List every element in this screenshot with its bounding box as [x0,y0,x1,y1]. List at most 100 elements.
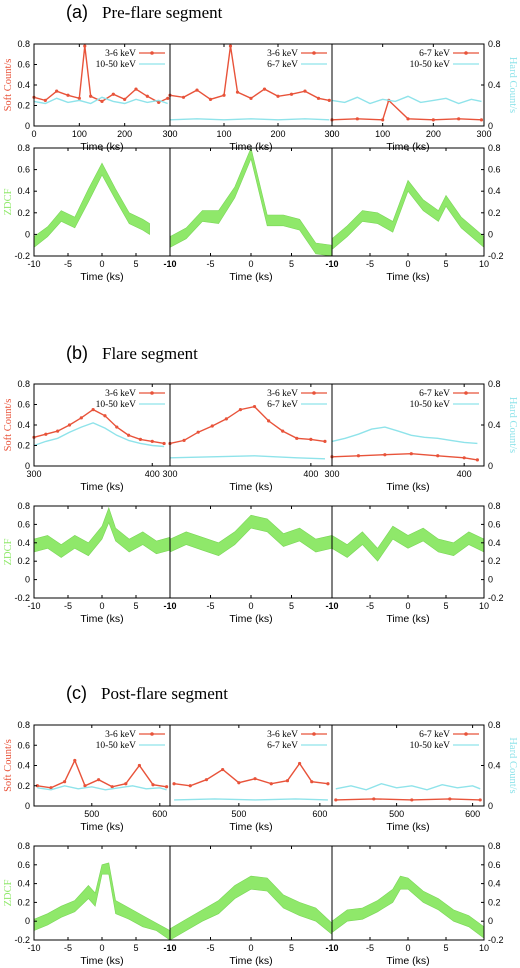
series-line [335,782,481,791]
x-tick-label: 600 [312,809,327,819]
zdcf-band [331,179,485,251]
y-tick-label: 0 [488,229,493,239]
data-point [49,786,53,790]
x-tick-label: 10 [479,601,489,611]
soft-y-label: Soft Count/s [3,59,14,112]
data-point [210,424,214,428]
y-tick-label: 0.6 [488,519,501,529]
zdcf-y-label: ZDCF [3,538,14,565]
segment-title-b: (b) Flare segment [66,343,198,363]
x-axis-label: Time (ks) [80,141,123,153]
y-tick-label: 0.4 [17,420,30,430]
data-point [262,87,267,91]
data-point [281,429,285,433]
y-tick-label: -0.2 [14,593,30,603]
y-tick-label: 0.8 [488,841,501,851]
y-tick-label: -0.2 [488,935,504,945]
y-tick-label: 0 [488,916,493,926]
x-tick-label: 300 [476,129,491,139]
x-tick-label: 0 [248,259,253,269]
y-tick-label: -0.2 [488,251,504,261]
x-axis-label: Time (ks) [386,141,429,153]
x-axis-label: Time (ks) [229,141,272,153]
data-point [224,417,228,421]
y-tick-label: 0.2 [17,441,30,451]
data-point [448,797,452,801]
data-point [89,94,93,98]
data-point [249,96,253,100]
zdcf-band [331,875,485,939]
panel-frame [169,724,333,807]
data-point [66,93,70,97]
y-tick-label: 0 [25,121,30,131]
x-axis-label: Time (ks) [386,613,429,625]
y-tick-label: 0.8 [17,39,30,49]
y-tick-label: 0.2 [488,556,501,566]
x-tick-label: 5 [289,601,294,611]
data-point [77,96,81,100]
legend-entry: 3-6 keV [105,389,136,399]
y-tick-label: -0.2 [14,935,30,945]
y-tick-label: 0.4 [488,761,501,771]
x-tick-label: -10 [325,601,338,611]
data-point [431,118,435,122]
x-tick-label: -10 [163,601,176,611]
legend-entry: 6-7 keV [419,389,450,399]
legend-entry: 10-50 keV [410,60,451,70]
zdcf-band [169,875,333,941]
panel-frame [33,724,171,807]
data-point [310,780,314,784]
legend-entry: 10-50 keV [96,60,137,70]
x-axis-label: Time (ks) [229,271,272,283]
legend-entry: 6-7 keV [419,730,450,740]
series-line [37,785,167,791]
legend-entry: 6-7 keV [419,49,450,59]
x-tick-label: 100 [72,129,87,139]
data-point [381,118,385,122]
x-axis-label: Time (ks) [80,955,123,967]
x-tick-label: 200 [426,129,441,139]
zdcf-band [331,525,485,562]
series-line [169,45,330,102]
x-axis-label: Time (ks) [80,271,123,283]
data-point [103,414,107,418]
y-tick-label: 0.8 [17,720,30,730]
legend-marker [464,51,468,55]
x-tick-label: 400 [303,469,318,479]
panel-frame [33,383,171,467]
series-line [37,758,167,789]
y-tick-label: 0.8 [488,379,501,389]
data-point [79,416,83,420]
y-tick-label: 0 [25,461,30,471]
y-tick-label: 0.6 [488,860,501,870]
x-tick-label: 0 [31,129,36,139]
series-line [33,422,165,448]
y-tick-label: 0 [488,461,493,471]
series-line [335,798,481,801]
x-tick-label: 0 [405,943,410,953]
x-tick-label: 600 [152,809,167,819]
x-tick-label: -5 [366,601,374,611]
data-point [478,798,482,802]
panel-frame [169,383,333,467]
y-tick-label: 0 [488,121,493,131]
zdcf-band [33,862,171,941]
legend-entry: 6-7 keV [267,60,298,70]
x-axis-label: Time (ks) [386,821,429,833]
x-axis-label: Time (ks) [80,613,123,625]
data-point [35,784,40,788]
data-point [316,96,321,100]
data-point [157,100,161,105]
x-tick-label: 0 [99,601,104,611]
data-point [479,118,484,122]
series-line [169,405,326,445]
y-tick-label: 0.2 [17,781,30,791]
y-tick-label: 0.8 [17,379,30,389]
soft-y-label: Soft Count/s [3,399,14,452]
x-tick-label: 10 [479,259,489,269]
data-point [83,784,87,788]
data-point [410,798,414,802]
x-tick-label: 0 [99,943,104,953]
data-point [475,458,479,462]
